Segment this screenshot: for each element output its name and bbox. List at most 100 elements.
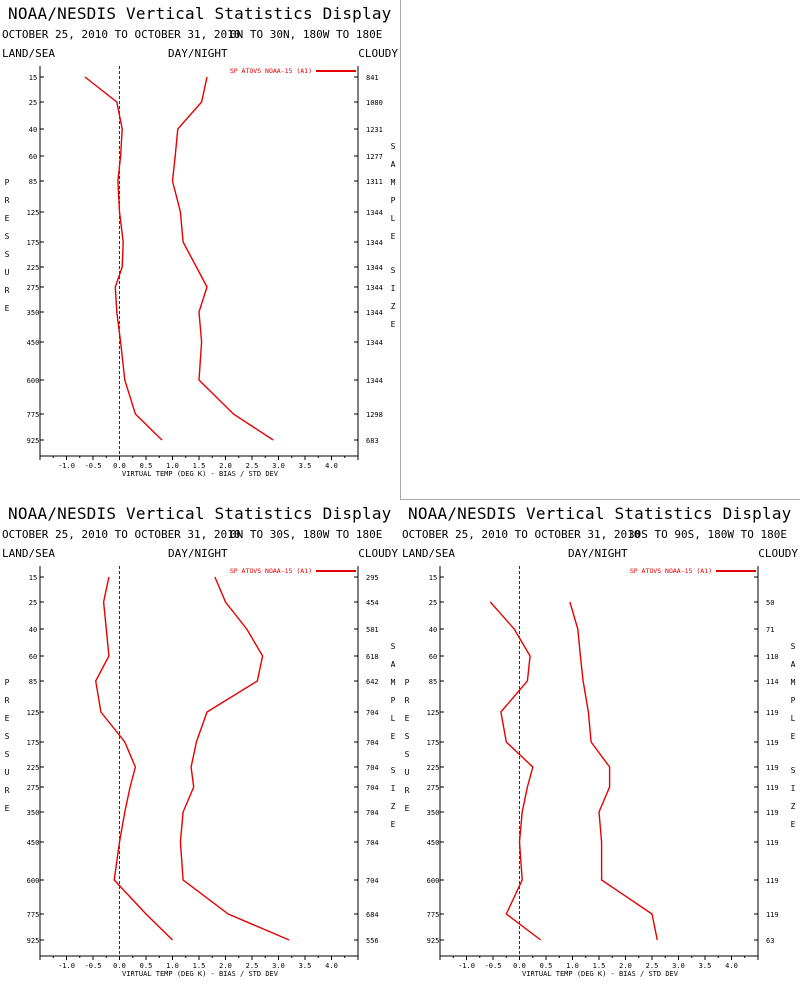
cloudy-label: CLOUDY [358,547,398,560]
x-tick-label: 1.5 [193,462,206,470]
sample-size-label: 295 [366,574,379,582]
sample-letter: S [390,642,396,651]
std-dev-line [171,76,274,441]
x-tick-label: 0.5 [540,962,553,970]
sample-letter: A [790,660,796,669]
pressure-label: 600 [27,377,40,385]
pressure-letter: P [4,678,10,687]
x-tick-label: 3.0 [272,962,285,970]
legend-label: SP ATOVS NOAA-15 (A1) [230,67,312,75]
sample-size-label: 119 [766,911,779,919]
pressure-letter: E [4,714,10,723]
sample-size-label: 1344 [366,339,383,347]
pressure-label: 350 [427,809,440,817]
x-tick-label: -1.0 [458,962,475,970]
size-letter: I [390,784,396,793]
pressure-label: 775 [427,911,440,919]
x-tick-label: 1.0 [566,962,579,970]
pressure-label: 775 [27,411,40,419]
sample-letter: A [390,160,396,169]
pressure-label: 25 [29,99,37,107]
sample-size-label: 581 [366,626,379,634]
sample-letter: E [390,232,396,241]
sample-size-label: 1344 [366,239,383,247]
sample-size-label: 71 [766,626,774,634]
pressure-letter: U [4,268,10,277]
x-tick-label: 1.5 [193,962,206,970]
x-tick-label: 0.5 [140,462,153,470]
pressure-label: 450 [27,339,40,347]
x-tick-label: 2.0 [219,462,232,470]
size-letter: Z [390,802,396,811]
sample-size-label: 1344 [366,209,383,217]
size-letter: E [790,820,796,829]
pressure-letter: E [4,304,10,313]
sample-size-label: 1231 [366,126,383,134]
pressure-label: 60 [429,653,437,661]
x-tick-label: 0.0 [113,962,126,970]
x-tick-label: 0.0 [113,462,126,470]
pressure-label: 450 [427,839,440,847]
bias-line [84,76,163,441]
sample-size-label: 1277 [366,153,383,161]
vertical-stats-chart: -1.0 -0.5 0.0 0.5 1.0 1.5 2.0 2.5 3.0 3.5 4.0 VIRTU… [27,66,383,478]
sample-letter: M [390,178,396,187]
pressure-label: 275 [27,784,40,792]
sample-size-label: 1298 [366,411,383,419]
sample-size-label: 556 [366,937,379,945]
pressure-label: 350 [27,809,40,817]
sample-letter: P [390,696,396,705]
pressure-label: 225 [27,764,40,772]
x-axis-label: VIRTUAL TEMP (DEG K) - BIAS / STD DEV [122,470,279,478]
bias-line [94,576,173,941]
size-letter: Z [790,802,796,811]
day-night-label: DAY/NIGHT [568,547,628,560]
pressure-label: 15 [29,574,37,582]
pressure-label: 275 [27,284,40,292]
size-letter: E [390,320,396,329]
x-tick-label: 3.5 [299,462,312,470]
pressure-letter: U [404,768,410,777]
sample-letter: L [390,214,396,223]
sample-size-label: 1344 [366,284,383,292]
pressure-letter: R [404,696,410,705]
pressure-letter: E [4,214,10,223]
legend-label: SP ATOVS NOAA-15 (A1) [630,567,712,575]
bias-line [489,601,542,941]
sample-size-label: 1080 [366,99,383,107]
sample-size-label: 63 [766,937,774,945]
horizontal-divider [0,499,800,500]
x-tick-label: 1.5 [593,962,606,970]
sample-size-label: 704 [366,739,379,747]
sample-size-label: 684 [366,911,379,919]
vertical-stats-chart: -1.0 -0.5 0.0 0.5 1.0 1.5 2.0 2.5 3.0 3.5 4.0 VIRTU… [427,566,779,978]
x-tick-label: 2.5 [646,962,659,970]
sample-letter: S [790,642,796,651]
pressure-label: 25 [429,599,437,607]
pressure-label: 60 [29,153,37,161]
sample-size-label: 119 [766,877,779,885]
sample-size-label: 704 [366,839,379,847]
pressure-letter: S [404,732,410,741]
x-axis-label: VIRTUAL TEMP (DEG K) - BIAS / STD DEV [522,970,679,978]
sample-size-label: 119 [766,839,779,847]
pressure-label: 450 [27,839,40,847]
sample-letter: S [390,142,396,151]
x-tick-label: 2.5 [246,462,259,470]
sample-size-label: 704 [366,809,379,817]
pressure-letter: R [4,786,10,795]
x-tick-label: 1.0 [166,962,179,970]
size-letter: I [790,784,796,793]
pressure-label: 275 [427,784,440,792]
x-tick-label: 3.5 [699,962,712,970]
sample-size-label: 1344 [366,377,383,385]
size-letter: I [390,284,396,293]
pressure-label: 175 [27,739,40,747]
size-letter: S [390,266,396,275]
std-dev-line [569,601,658,941]
x-tick-label: 2.0 [619,962,632,970]
x-tick-label: 4.0 [725,962,738,970]
pressure-label: 15 [29,74,37,82]
x-tick-label: 0.0 [513,962,526,970]
pressure-label: 40 [29,626,37,634]
